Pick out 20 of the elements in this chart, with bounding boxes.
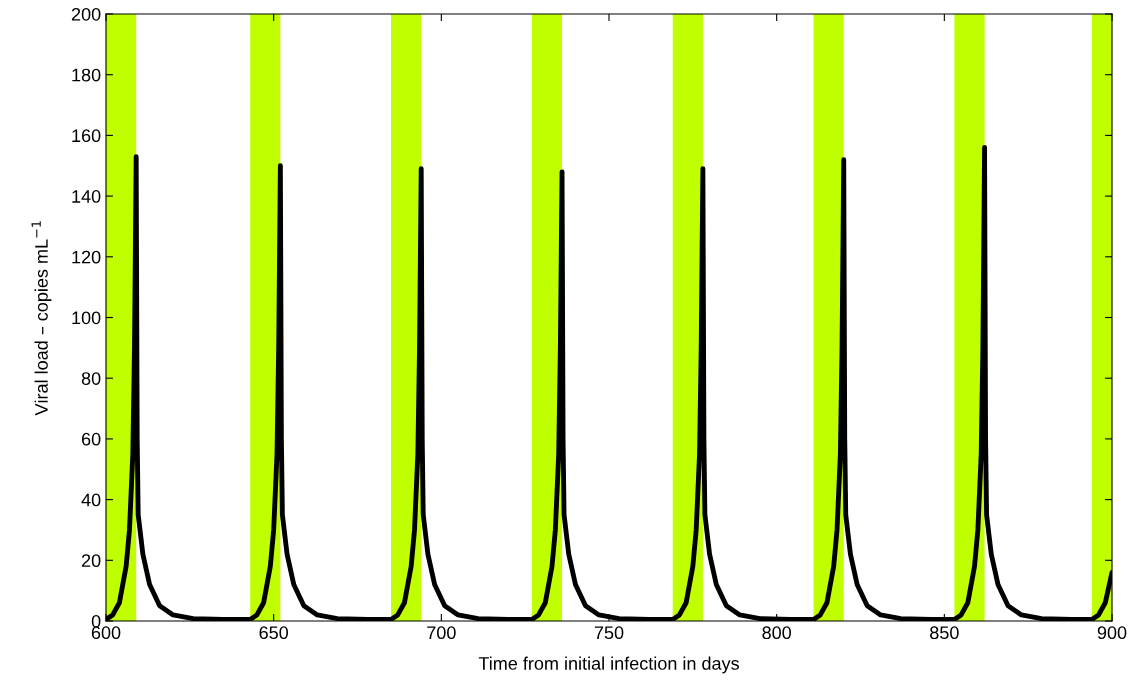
x-tick-label: 650 bbox=[259, 626, 289, 640]
x-tick-label: 700 bbox=[427, 626, 456, 640]
x-tick-label: 750 bbox=[594, 626, 624, 640]
y-tick-label: 80 bbox=[81, 372, 101, 385]
y-tick-label: 140 bbox=[72, 190, 101, 203]
y-tick-label: 200 bbox=[71, 7, 101, 21]
y-tick-label: 20 bbox=[81, 554, 101, 568]
x-tick-label: 800 bbox=[762, 626, 792, 640]
y-tick-label: 0 bbox=[91, 614, 101, 628]
y-tick-label: 40 bbox=[81, 493, 101, 507]
y-tick-label: 60 bbox=[81, 432, 101, 446]
y-tick-label: 160 bbox=[72, 129, 101, 143]
y-axis-title: Viral load – copies mL$^{−1}$ bbox=[31, 221, 52, 416]
x-axis-title: Time from initial infection in days bbox=[478, 656, 739, 674]
x-tick-label: 600 bbox=[91, 626, 121, 640]
y-tick-label: 180 bbox=[72, 68, 101, 82]
y-tick-label: 120 bbox=[72, 250, 101, 264]
x-tick-label: 900 bbox=[1097, 626, 1127, 640]
x-tick-label: 850 bbox=[930, 626, 959, 640]
y-tick-label: 100 bbox=[72, 311, 101, 325]
